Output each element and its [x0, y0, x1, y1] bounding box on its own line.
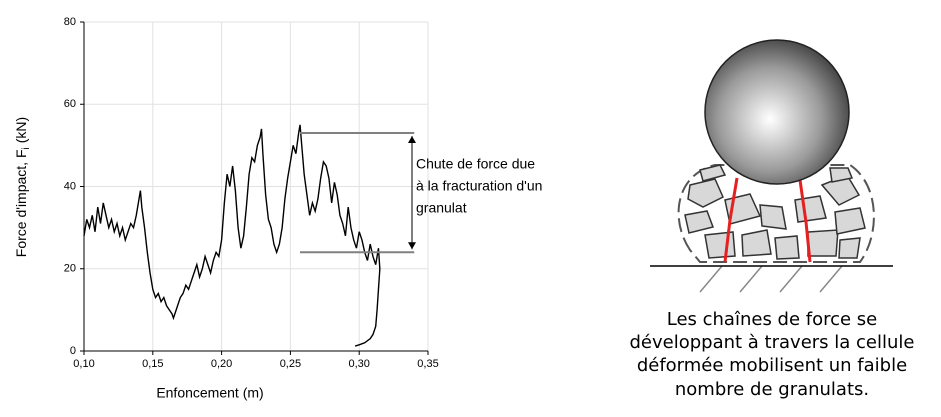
diagram: Les chaînes de force se développant à tr… [630, 39, 915, 400]
x-tick-label: 0,20 [211, 358, 232, 370]
annotation-text: Chute de force due [416, 156, 535, 172]
x-tick-label: 0,30 [348, 358, 369, 370]
y-label-unit: (kN) [13, 117, 29, 143]
y-tick-label: 80 [64, 16, 76, 28]
annotation-text: granulat [416, 200, 467, 216]
x-tick-label: 0,35 [417, 358, 438, 370]
y-tick-label: 0 [70, 345, 76, 357]
y-axis-label: Force d'impact, Fi (kN) [13, 117, 32, 257]
caption-line: Les chaînes de force se [667, 309, 878, 330]
y-tick-label: 20 [64, 263, 76, 275]
caption-line: nombre de granulats. [675, 379, 869, 400]
caption-line: développant à travers la cellule [630, 332, 915, 353]
x-tick-label: 0,15 [142, 358, 163, 370]
data-line [83, 124, 381, 347]
y-tick-label: 40 [64, 180, 76, 192]
annotation-text: à la fracturation d'un [416, 178, 542, 194]
caption-line: déformée mobilisent un faible [637, 355, 907, 376]
y-tick-label: 60 [64, 98, 76, 110]
x-tick-label: 0,25 [280, 358, 301, 370]
x-tick-label: 0,10 [73, 358, 94, 370]
y-label-main: Force d'impact, F [13, 149, 29, 257]
x-axis-label: Enfoncement (m) [156, 385, 263, 401]
y-label-sub: i [21, 147, 32, 149]
